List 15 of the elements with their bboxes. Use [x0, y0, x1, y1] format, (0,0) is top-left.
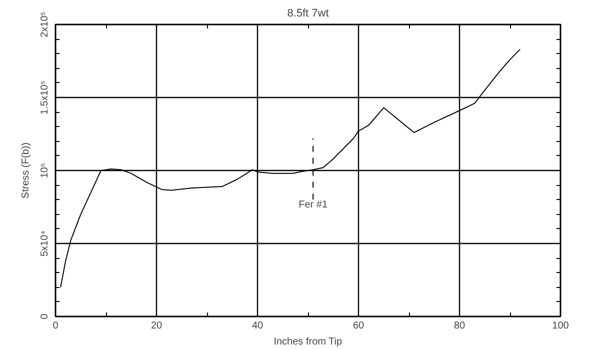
x-tick-label: 20: [150, 320, 162, 332]
chart-title: 8.5ft 7wt: [287, 8, 329, 20]
x-tick-label: 0: [52, 320, 59, 332]
y-tick-label: 5x10⁴: [40, 230, 50, 256]
x-tick-label: 60: [352, 320, 364, 332]
x-tick-label: 40: [252, 320, 264, 332]
y-tick-label: 0: [40, 313, 50, 320]
y-tick-label: 10⁵: [40, 162, 50, 178]
y-axis-title: Stress (F(b)): [20, 142, 32, 199]
ref-line-label: Fer #1: [298, 200, 328, 211]
y-tick-label: 2x10⁵: [40, 12, 50, 38]
y-tick-label: 1.5x10⁵: [40, 80, 50, 115]
x-tick-label: 80: [454, 320, 466, 332]
x-tick-label: 100: [552, 320, 570, 332]
x-axis-title: Inches from Tip: [274, 336, 343, 348]
